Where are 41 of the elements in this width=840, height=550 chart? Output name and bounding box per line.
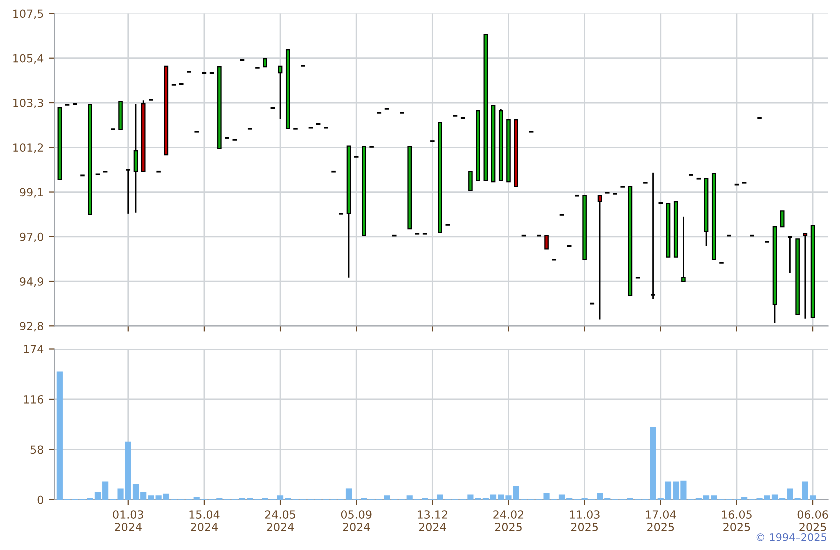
y-tick-label: 94,9 (20, 277, 44, 288)
candlestick (164, 66, 169, 156)
y-tick-label: 174 (24, 345, 44, 354)
x-tick-label: 06.06 2025 (798, 510, 828, 532)
candlestick (491, 105, 496, 183)
x-tick-label: 05.09 2024 (341, 510, 372, 532)
candlestick (58, 108, 62, 180)
candlestick (408, 146, 412, 230)
x-tick-label: 17.04 2025 (646, 510, 676, 532)
y-tick-label: 105,4 (14, 54, 44, 64)
x-tick-label: 24.02 2025 (494, 510, 524, 532)
x-tick-label: 13.12 2024 (418, 510, 448, 532)
y-tick-label: 0 (38, 496, 44, 504)
y-tick-label: 92,8 (20, 322, 44, 332)
candlestick (125, 169, 132, 215)
candlestick (666, 203, 671, 258)
x-tick-label: 16.05 2025 (722, 510, 752, 532)
candlestick (674, 201, 678, 258)
candlestick (803, 233, 808, 320)
y-tick-label: 101,2 (14, 144, 44, 154)
candlestick (286, 50, 290, 130)
y-tick-label: 116 (24, 395, 44, 404)
x-tick-label: 01.03 2024 (113, 510, 144, 532)
candlestick (780, 210, 785, 228)
text: © 1994–2025 (756, 534, 826, 542)
x-tick-label: 15.04 2024 (190, 510, 220, 532)
x-tick-label: 24.05 2024 (265, 510, 296, 532)
y-tick-label: 58 (30, 446, 44, 454)
y-tick-label: 99,1 (20, 188, 44, 198)
candlestick (650, 172, 656, 300)
x-tick-label: 11.03 2025 (570, 510, 600, 532)
y-tick-label: 103,3 (14, 98, 44, 109)
candlestick (598, 195, 602, 320)
candlestick (628, 186, 633, 297)
y-tick-label: 97,0 (20, 232, 44, 242)
candlestick (88, 104, 93, 216)
candlestick (134, 103, 138, 214)
y-tick-label: 107,5 (14, 10, 44, 20)
candlestick (484, 34, 488, 182)
candlestick (810, 225, 816, 318)
candlestick (278, 66, 283, 120)
